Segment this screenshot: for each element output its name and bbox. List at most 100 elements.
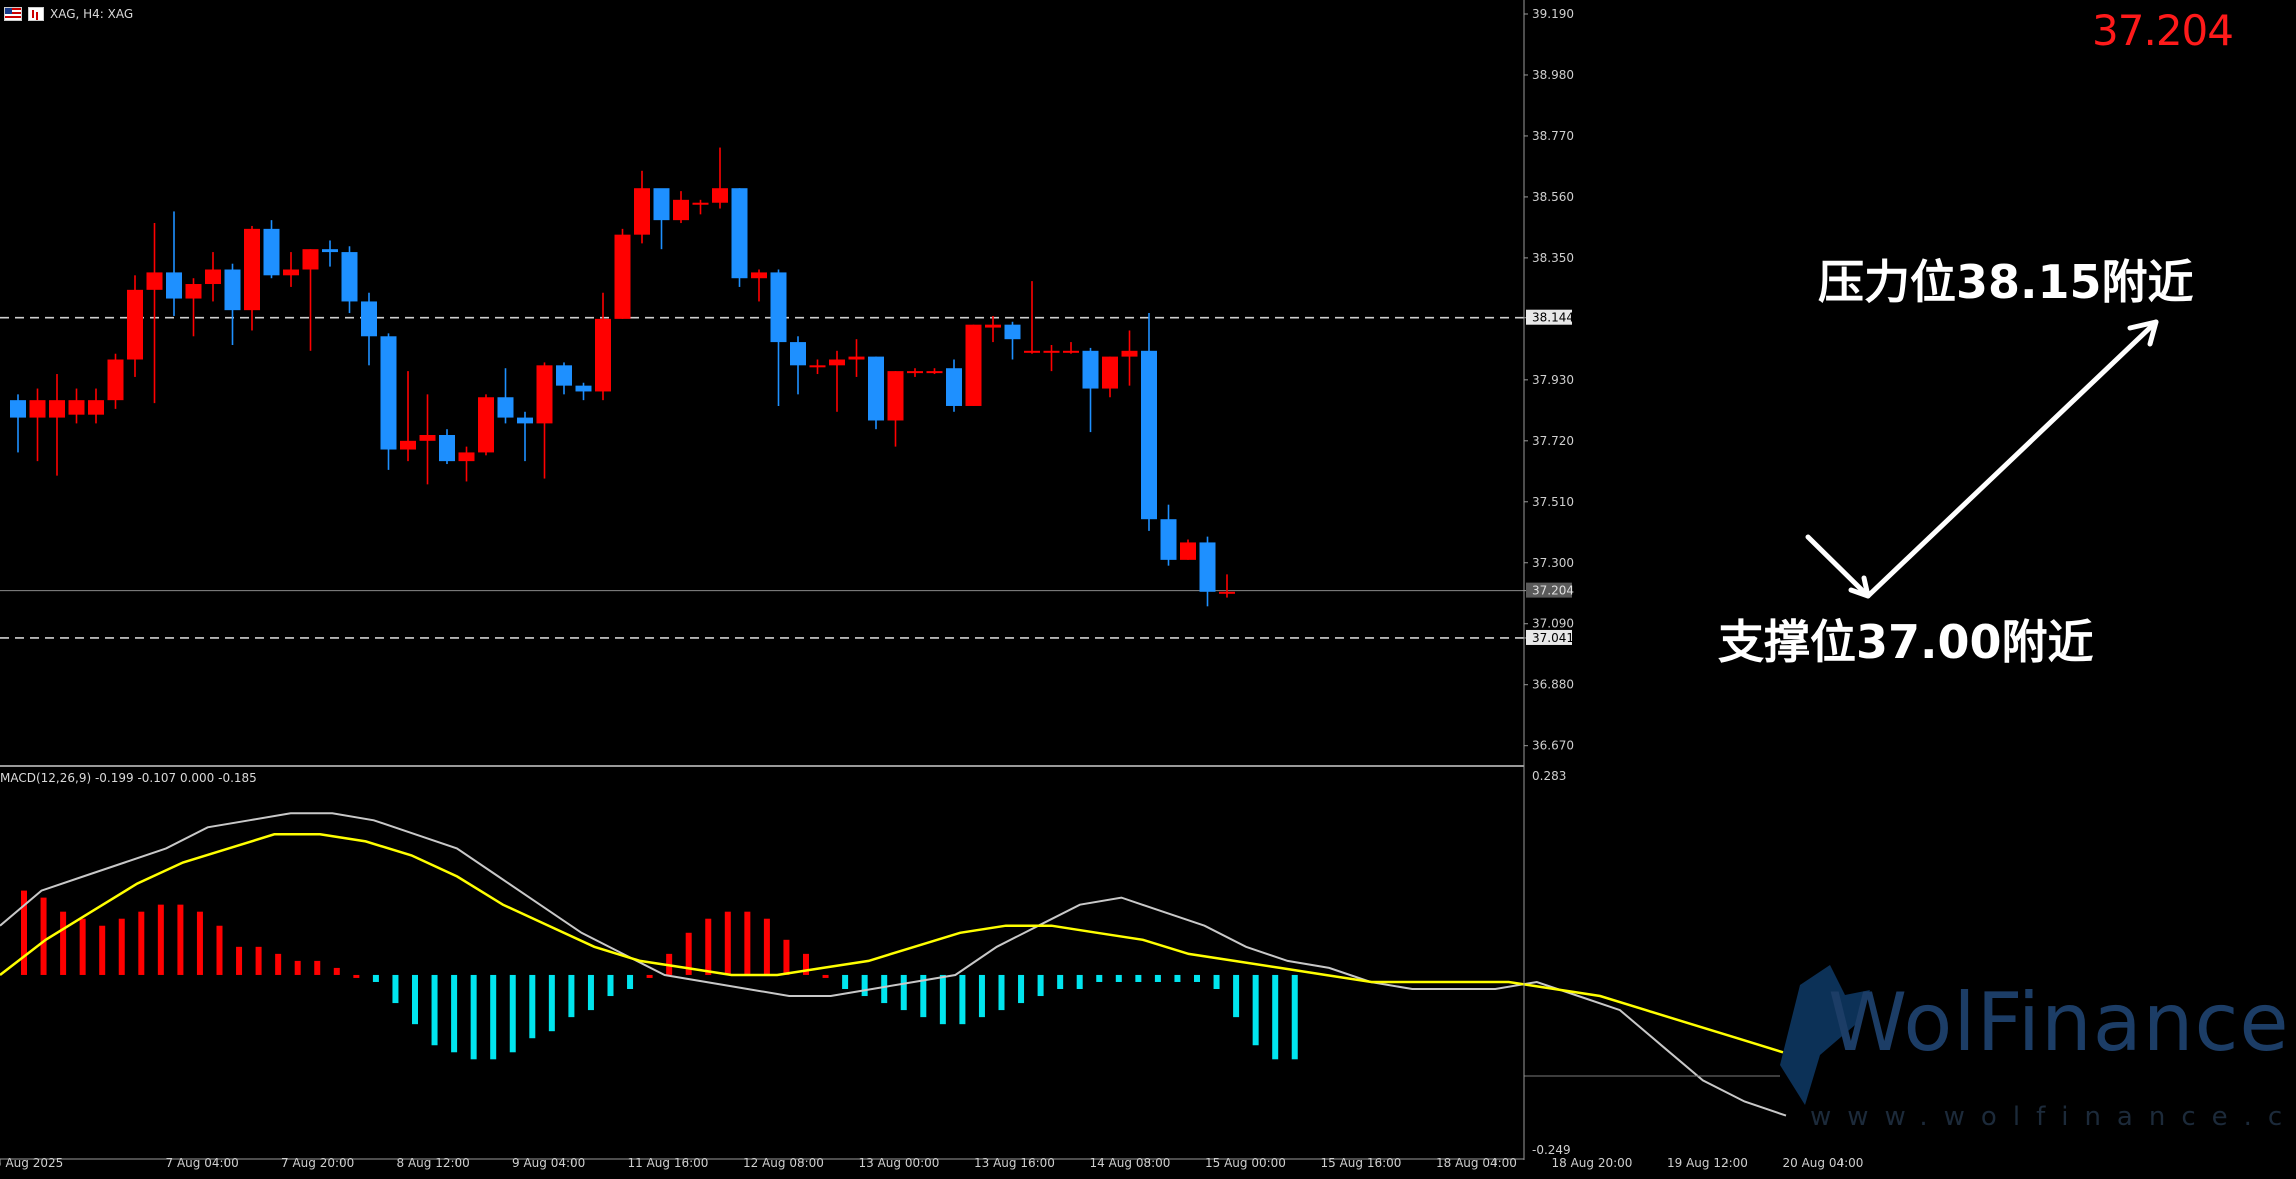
macd-histogram-bar [157,904,164,975]
macd-histogram-bar [1194,974,1200,982]
time-tick-label: 8 Aug 12:00 [397,1156,470,1170]
macd-line [0,812,1787,1117]
candle-body [770,272,787,343]
macd-histogram-bar [822,974,829,978]
price-tick: 38.144 [1524,309,1574,325]
price-tick-label: 38.560 [1532,190,1574,204]
price-tick: 38.770 [1524,129,1574,143]
macd-histogram-bar [803,953,809,975]
candle-body [458,452,475,462]
macd-histogram-bar [529,974,536,1039]
candle-body [848,356,865,360]
candle [302,249,319,351]
price-tick: 37.090 [1524,617,1574,631]
macd-histogram-bar [21,890,27,975]
time-tick-label: 12 Aug 08:00 [743,1156,824,1170]
candle [926,368,943,375]
candle-body [1063,350,1079,353]
time-tick-label: 5 Aug 2025 [0,1156,63,1170]
candle-body [224,269,241,311]
candle [49,374,65,476]
macd-histogram-bar [998,974,1005,1011]
candle [244,225,260,331]
macd-histogram-bar [548,974,555,1032]
candle [1004,321,1021,360]
time-tick-label: 9 Aug 04:00 [512,1156,585,1170]
candle [1102,356,1118,398]
candle [341,246,358,314]
time-tick: 13 Aug 00:00 [859,1156,940,1170]
candle-body [29,400,46,418]
candle [1121,330,1138,386]
candle [946,359,962,412]
candle-body [536,365,553,424]
price-tick-label: 37.720 [1532,434,1574,448]
time-tick-label: 7 Aug 04:00 [166,1156,239,1170]
macd-histogram-bar [1057,974,1064,990]
macd-histogram-bar [372,974,379,982]
price-tick-label: 37.041 [1532,631,1574,645]
candle-body [809,365,826,368]
candle-body [283,269,299,276]
candle-body [439,435,455,462]
candle [517,411,533,462]
candle-body [790,342,806,366]
macd-histogram-bar [196,911,203,975]
time-tick: 11 Aug 16:00 [628,1156,709,1170]
candle [731,188,748,287]
price-tick: 38.980 [1524,68,1574,82]
price-tick: 36.670 [1524,739,1574,753]
price-tick-label: 38.350 [1532,251,1574,265]
candle-body [380,336,397,450]
candle-body [302,249,319,270]
time-tick: 7 Aug 20:00 [281,1156,354,1170]
candle-body [829,359,845,366]
time-tick: 15 Aug 00:00 [1205,1156,1286,1170]
candle [1063,342,1079,354]
time-tick-label: 15 Aug 16:00 [1321,1156,1402,1170]
candle-body [1043,350,1060,353]
candle [614,228,631,319]
signal-line [0,833,1784,1054]
price-tag-box [1526,582,1572,598]
candle-body [166,272,182,299]
macd-histogram-bar [1233,974,1240,1018]
price-tick-label: 37.300 [1532,556,1574,570]
candle-body [946,368,962,406]
macd-histogram-bar [587,974,594,1011]
candle-body [1160,519,1177,560]
candle-body [478,397,494,453]
macd-histogram-bar [1252,974,1259,1046]
candle [985,315,1001,343]
time-tick: 12 Aug 08:00 [743,1156,824,1170]
time-tick: 14 Aug 08:00 [1090,1156,1171,1170]
up-arrow-head [2127,319,2159,347]
macd-histogram-bar [216,925,223,975]
price-tick: 38.560 [1524,190,1574,204]
chart-title: XAG, H4: XAG [50,7,134,21]
price-tick: 38.350 [1524,251,1574,265]
macd-histogram-bar [900,974,907,1011]
macd-histogram-bar [1272,974,1279,1060]
candle-body [263,228,280,276]
candle [712,147,728,209]
candle-body [1199,542,1216,592]
macd-histogram-bar [744,911,751,975]
macd-panel[interactable] [0,812,1787,1117]
time-tick: 18 Aug 04:00 [1436,1156,1517,1170]
macd-histogram-bar [881,974,888,1004]
macd-histogram-bar [568,974,575,1018]
macd-histogram-bar [294,960,301,975]
price-tick-label: 37.090 [1532,617,1574,631]
candle-body [1004,324,1021,340]
chart-window-icon[interactable] [28,7,44,21]
candle [322,240,338,267]
flag-icon [4,7,22,21]
candle-body [107,359,124,401]
candle [478,394,494,456]
macd-histogram-bar [1076,974,1083,990]
time-tick: 5 Aug 2025 [0,1156,63,1170]
candle-body [556,365,572,386]
price-chart[interactable] [0,147,2159,639]
